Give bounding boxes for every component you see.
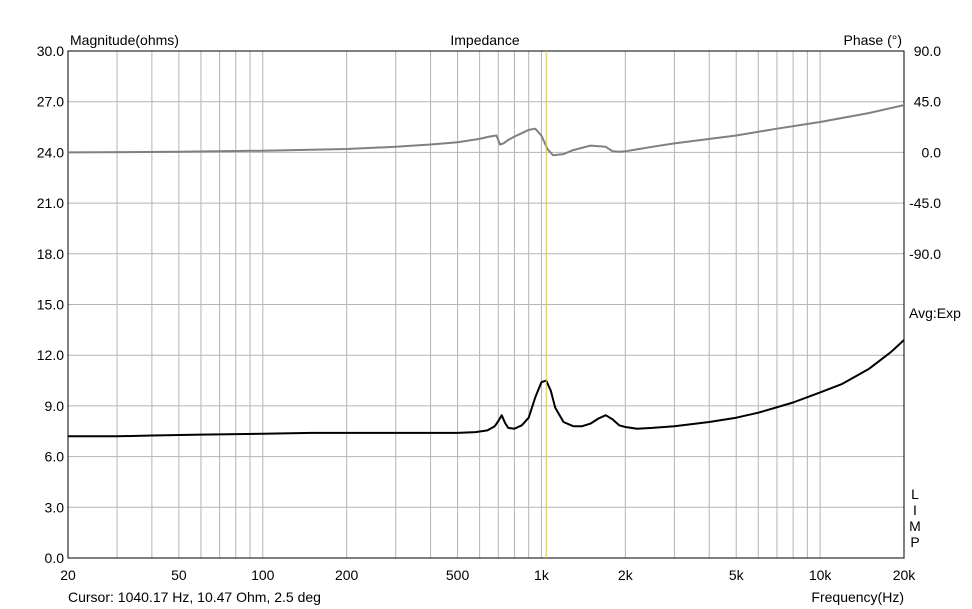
legend-letter: L [911,486,919,502]
chart-title: Impedance [450,32,519,48]
x-tick-label: 20 [60,567,76,583]
x-tick-label: 20k [893,567,917,583]
y-left-tick-label: 9.0 [45,398,65,414]
y-left-tick-label: 18.0 [37,246,64,262]
grid-lines [68,51,904,558]
legend-letter: I [913,502,917,518]
right-axis-label: Phase (°) [843,32,902,48]
x-tick-label: 200 [335,567,359,583]
y-right-tick-label: 45.0 [914,94,941,110]
left-axis-label: Magnitude(ohms) [70,32,179,48]
y-left-tick-label: 12.0 [37,347,64,363]
y-left-tick-label: 21.0 [37,195,64,211]
axis-labels: Magnitude(ohms) Impedance Phase (°) Avg:… [68,32,961,605]
x-axis-label: Frequency(Hz) [811,589,904,605]
y-right-tick-label: 0.0 [922,144,942,160]
cursor-readout: Cursor: 1040.17 Hz, 10.47 Ohm, 2.5 deg [68,589,321,605]
y-left-tick-label: 6.0 [45,449,65,465]
y-left-tick-label: 30.0 [37,43,64,59]
x-tick-label: 500 [446,567,470,583]
x-tick-label: 5k [729,567,745,583]
y-left-tick-label: 3.0 [45,499,65,515]
plot-frame [67,50,905,559]
y-right-tick-label: 90.0 [914,43,941,59]
tick-labels: 30.0 27.0 24.0 21.0 18.0 15.0 12.0 9.0 6.0 3.0 0.0… [37,43,941,583]
x-tick-label: 2k [618,567,634,583]
y-left-tick-label: 0.0 [45,550,65,566]
legend-letter: P [910,534,919,550]
y-right-tick-label: -45.0 [909,195,941,211]
y-left-tick-label: 27.0 [37,94,64,110]
y-left-tick-label: 15.0 [37,297,64,313]
y-left-tick-label: 24.0 [37,144,64,160]
magnitude-series-line [68,339,905,438]
x-tick-label: 1k [534,567,550,583]
x-tick-label: 50 [171,567,187,583]
y-right-tick-label: -90.0 [909,246,941,262]
series-layer [67,104,905,438]
right-annotation: Avg:Exp [909,305,961,321]
x-tick-label: 100 [251,567,275,583]
legend-letter: M [909,518,921,534]
x-tick-label: 10k [809,567,833,583]
phase-series-line [67,104,905,157]
